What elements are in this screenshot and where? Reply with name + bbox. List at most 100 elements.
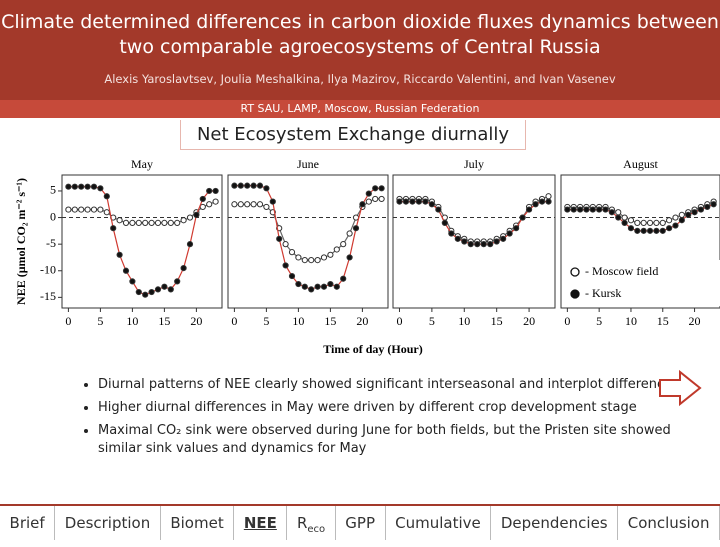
affiliation: RT SAU, LAMP, Moscow, Russian Federation: [0, 100, 720, 118]
x-tick-label: 10: [458, 314, 470, 328]
nav-label[interactable]: GPP: [345, 514, 376, 532]
nav-label[interactable]: Brief: [9, 514, 45, 532]
data-point: [135, 288, 142, 296]
data-point: [129, 278, 136, 285]
data-point: [84, 183, 91, 190]
data-point: [142, 291, 149, 298]
bullet: Higher diurnal differences in May were d…: [98, 399, 698, 417]
data-point: [372, 185, 379, 192]
data-point: [672, 222, 679, 229]
x-tick-label: 20: [689, 314, 701, 328]
data-point: [327, 251, 334, 258]
data-point: [646, 219, 654, 226]
nav-item[interactable]: GPP: [336, 506, 386, 540]
data-point: [428, 201, 435, 208]
data-point: [276, 235, 283, 242]
x-tick-label: 10: [126, 314, 138, 328]
data-point: [282, 241, 289, 248]
data-point: [697, 206, 705, 213]
series-line: [234, 198, 382, 261]
nav-item[interactable]: Reco: [287, 506, 336, 540]
data-point: [513, 225, 520, 232]
x-axis-label: Time of day (Hour): [323, 342, 422, 356]
data-point: [288, 272, 296, 280]
nav-label[interactable]: Conclusion: [627, 514, 710, 532]
data-point: [244, 201, 251, 208]
data-point: [237, 201, 244, 208]
nav-label[interactable]: Description: [64, 514, 151, 532]
nav-item[interactable]: Description: [55, 506, 161, 540]
data-point: [441, 219, 448, 226]
data-point: [97, 206, 104, 213]
data-point: [634, 219, 641, 226]
data-point: [231, 182, 238, 189]
bullet-list: Diurnal patterns of NEE clearly showed s…: [68, 376, 698, 463]
data-point: [678, 217, 685, 224]
data-point: [154, 286, 162, 293]
nav-label[interactable]: Cumulative: [395, 514, 481, 532]
nav-item[interactable]: Brief: [0, 506, 56, 540]
data-point: [583, 206, 590, 213]
data-point: [71, 183, 78, 190]
data-point: [346, 230, 353, 237]
nav-item[interactable]: Dependencies: [491, 506, 619, 540]
data-point: [570, 206, 577, 213]
panel-frame: [560, 174, 720, 309]
data-point: [634, 227, 641, 234]
data-point: [122, 267, 130, 274]
data-point: [116, 251, 123, 258]
next-arrow[interactable]: [656, 368, 704, 408]
authors: Alexis Yaroslavtsev, Joulia Meshalkina, …: [104, 72, 616, 86]
data-point: [263, 185, 270, 192]
data-point: [615, 214, 622, 221]
y-tick-label: 0: [50, 209, 56, 223]
data-point: [672, 214, 679, 221]
data-point: [161, 283, 168, 290]
nav-label[interactable]: Dependencies: [500, 514, 608, 532]
data-point: [148, 219, 155, 226]
panel-title: July: [464, 157, 484, 171]
y-tick-label: -5: [46, 236, 56, 250]
data-point: [206, 187, 213, 195]
data-point: [493, 238, 500, 245]
nav-label[interactable]: R: [296, 514, 308, 532]
section-title: Net Ecosystem Exchange diurnally: [180, 120, 526, 150]
nav-item[interactable]: Conclusion: [618, 506, 720, 540]
data-point: [346, 254, 353, 261]
data-point: [212, 187, 219, 195]
nav-label[interactable]: NEE: [243, 514, 277, 532]
x-tick-label: 10: [292, 314, 304, 328]
data-point: [454, 235, 461, 242]
legend-box: [565, 260, 720, 306]
data-point: [621, 214, 628, 221]
data-point: [167, 219, 174, 226]
series-line: [234, 185, 382, 291]
arrow-shape[interactable]: [659, 369, 702, 407]
panel-frame: [227, 174, 389, 309]
data-point: [65, 206, 72, 213]
nav-item[interactable]: Biomet: [161, 506, 235, 540]
data-point: [256, 182, 264, 189]
data-point: [666, 217, 673, 224]
data-point: [320, 254, 328, 261]
data-point: [174, 219, 181, 226]
data-point: [576, 206, 584, 213]
data-point: [666, 225, 673, 232]
nav-item[interactable]: Cumulative: [386, 506, 492, 540]
x-tick-label: 20: [356, 314, 368, 328]
data-point: [314, 257, 321, 264]
legend-label: - Moscow field: [585, 264, 658, 278]
y-tick-label: 5: [50, 183, 56, 197]
nav-subscript[interactable]: eco: [307, 524, 326, 535]
nav-label[interactable]: Biomet: [170, 514, 224, 532]
data-point: [691, 209, 698, 216]
data-point: [333, 283, 340, 290]
data-point: [65, 183, 72, 190]
data-point: [564, 206, 571, 213]
nav-item[interactable]: NEE: [234, 506, 288, 540]
data-point: [206, 201, 213, 208]
data-point: [589, 206, 596, 213]
data-point: [256, 201, 264, 208]
x-tick-label: 15: [657, 314, 669, 328]
